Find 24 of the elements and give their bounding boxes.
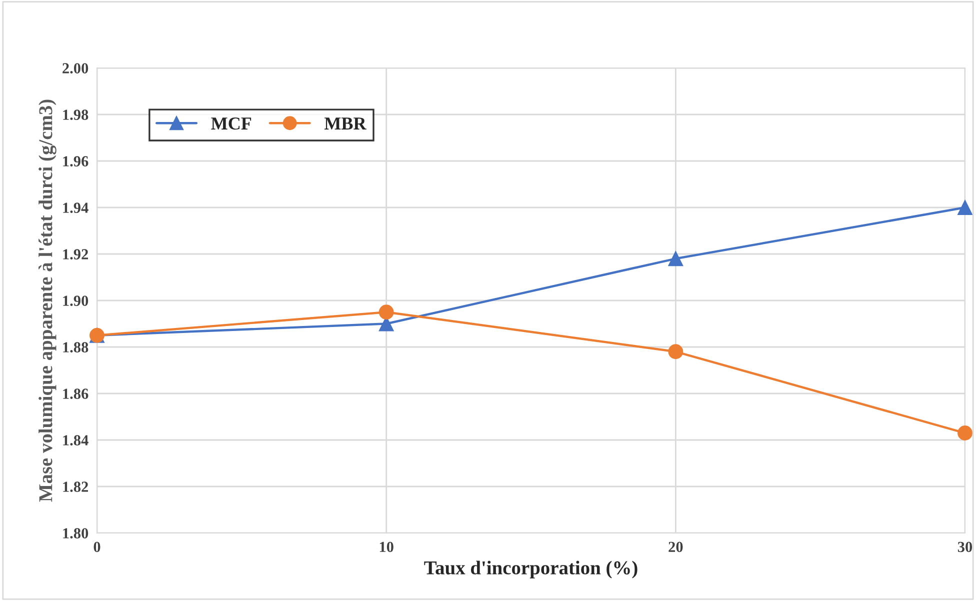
- y-tick-label: 1.94: [63, 202, 88, 214]
- x-tick-label: 20: [668, 542, 683, 552]
- point: [378, 304, 394, 320]
- y-axis-title: Mase volumique apparente à l'état durci (g/cm3): [38, 100, 56, 502]
- legend-label: MCF: [211, 117, 252, 130]
- legend-label: MBR: [324, 118, 366, 130]
- y-tick-label: 2.00: [62, 63, 88, 74]
- y-tick-label: 1.98: [63, 110, 88, 120]
- y-tick-label: 1.96: [63, 156, 88, 167]
- y-tick-label: 1.92: [63, 249, 88, 260]
- point: [958, 200, 972, 215]
- x-tick-label: 10: [380, 542, 394, 552]
- y-tick-label: 1.88: [63, 342, 88, 353]
- x-axis-title: Taux d'incorporation (%): [424, 560, 638, 578]
- y-tick-label: 1.90: [63, 296, 88, 306]
- x-tick-label: 30: [958, 542, 972, 552]
- y-tick-label: 1.84: [63, 435, 88, 446]
- x-tick-label: 0: [94, 542, 100, 552]
- y-tick-label: 1.80: [63, 528, 88, 539]
- point: [958, 426, 972, 440]
- point: [668, 344, 684, 360]
- y-tick-label: 1.82: [63, 482, 88, 492]
- point: [668, 251, 684, 266]
- y-tick-label: 1.86: [63, 388, 88, 400]
